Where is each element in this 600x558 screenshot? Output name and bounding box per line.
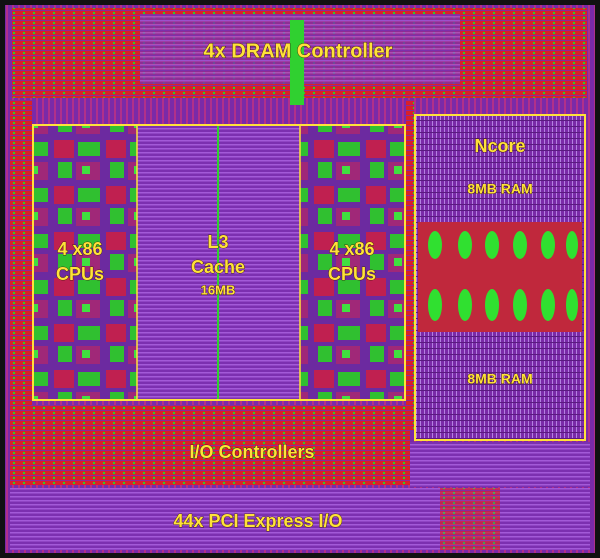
cpu-label: 4 x86 [57, 239, 102, 259]
pci-red [440, 488, 500, 550]
ram-label: 8MB RAM [467, 181, 532, 197]
cpu-outline [32, 124, 406, 401]
dram-bus [290, 20, 304, 105]
cpu-label: CPUs [56, 264, 104, 284]
dram-label: 4x DRAM Controller [204, 40, 393, 62]
ncore-cells [428, 231, 578, 321]
left-edge [10, 100, 32, 420]
io-region [10, 405, 410, 485]
l3-label: L3 [207, 232, 228, 252]
io-right [410, 442, 590, 487]
ram-label: 8MB RAM [467, 371, 532, 387]
cpu-label: CPUs [328, 264, 376, 284]
l3-label: Cache [191, 257, 245, 277]
io-label: I/O Controllers [189, 442, 314, 462]
pci-label: 44x PCI Express I/O [173, 511, 342, 531]
l3-label: 16MB [201, 282, 236, 297]
ncore-outline [414, 114, 586, 441]
cpu-label: 4 x86 [329, 239, 374, 259]
ncore-label: Ncore [474, 136, 525, 156]
gap [406, 100, 414, 430]
ncore-logic [418, 222, 582, 332]
